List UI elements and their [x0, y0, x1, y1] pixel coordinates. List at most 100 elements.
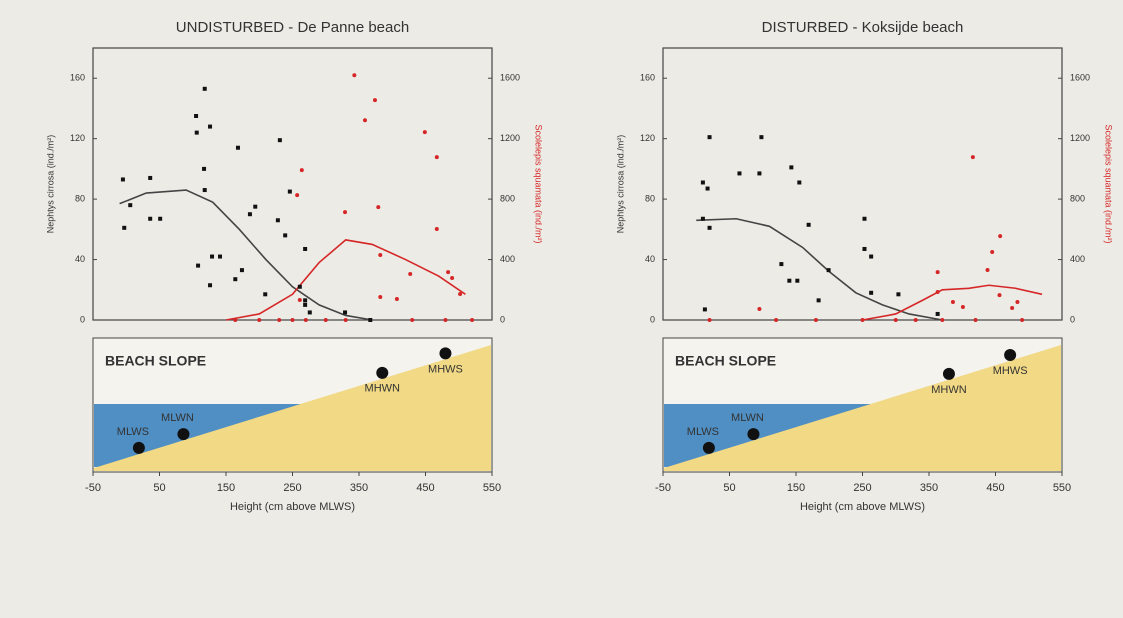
- point: [936, 270, 940, 274]
- x-tick-label: 250: [283, 482, 301, 494]
- point: [997, 293, 1001, 297]
- point: [759, 135, 763, 139]
- fit-curve: [120, 190, 373, 320]
- point: [298, 298, 302, 302]
- point: [344, 318, 348, 322]
- point: [122, 226, 126, 230]
- point: [737, 171, 741, 175]
- point: [158, 217, 162, 221]
- tide-point: [747, 428, 759, 440]
- point: [458, 292, 462, 296]
- point: [378, 295, 382, 299]
- y-tick-label: 40: [75, 254, 85, 264]
- point: [936, 290, 940, 294]
- point: [817, 298, 821, 302]
- point: [378, 253, 382, 257]
- point: [940, 318, 944, 322]
- x-tick-label: -50: [85, 482, 101, 494]
- point: [203, 87, 207, 91]
- point: [701, 180, 705, 184]
- plot-frame: [663, 48, 1062, 320]
- point: [196, 264, 200, 268]
- tide-label: MLWS: [687, 426, 719, 438]
- point: [263, 292, 267, 296]
- y2-tick-label: 1200: [1070, 133, 1090, 143]
- point: [395, 297, 399, 301]
- y2-tick-label: 1600: [500, 73, 520, 83]
- point: [121, 177, 125, 181]
- point: [352, 73, 356, 77]
- y-axis-label: Nephtys cirrosa (ind./m²): [45, 135, 55, 234]
- slope-label: BEACH SLOPE: [675, 353, 776, 369]
- point: [869, 291, 873, 295]
- tide-point: [943, 368, 955, 380]
- point: [277, 318, 281, 322]
- point: [195, 131, 199, 135]
- x-axis-label: Height (cm above MLWS): [800, 501, 925, 513]
- point: [990, 250, 994, 254]
- point: [376, 205, 380, 209]
- point: [1010, 306, 1014, 310]
- point: [295, 193, 299, 197]
- point: [343, 210, 347, 214]
- point: [1015, 300, 1019, 304]
- point: [1020, 318, 1024, 322]
- point: [986, 268, 990, 272]
- point: [789, 165, 793, 169]
- y-tick-label: 160: [640, 73, 655, 83]
- chart-title: UNDISTURBED - De Panne beach: [176, 19, 409, 36]
- y-axis-label: Nephtys cirrosa (ind./m²): [615, 135, 625, 234]
- point: [208, 125, 212, 129]
- point: [278, 138, 282, 142]
- point: [300, 168, 304, 172]
- point: [703, 307, 707, 311]
- point: [896, 292, 900, 296]
- tide-label: MHWS: [428, 363, 463, 375]
- point: [291, 318, 295, 322]
- x-tick-label: 150: [217, 482, 235, 494]
- point: [298, 285, 302, 289]
- point: [971, 155, 975, 159]
- x-tick-label: 450: [416, 482, 434, 494]
- point: [961, 305, 965, 309]
- point: [435, 227, 439, 231]
- x-tick-label: 550: [483, 482, 501, 494]
- fit-curve: [226, 240, 465, 320]
- y-tick-label: 120: [70, 133, 85, 143]
- point: [128, 203, 132, 207]
- tide-point: [439, 347, 451, 359]
- point: [373, 98, 377, 102]
- tide-point: [376, 367, 388, 379]
- point: [276, 218, 280, 222]
- point: [368, 318, 372, 322]
- y-tick-label: 0: [80, 314, 85, 324]
- point: [936, 312, 940, 316]
- x-tick-label: 450: [986, 482, 1004, 494]
- y-tick-label: 120: [640, 133, 655, 143]
- fit-curve: [696, 219, 942, 320]
- tide-label: MLWN: [161, 412, 194, 424]
- point: [240, 268, 244, 272]
- point: [303, 298, 307, 302]
- tide-point: [177, 428, 189, 440]
- point: [233, 318, 237, 322]
- point: [706, 187, 710, 191]
- y2-tick-label: 1600: [1070, 73, 1090, 83]
- point: [324, 318, 328, 322]
- point: [303, 303, 307, 307]
- point: [208, 283, 212, 287]
- point: [148, 217, 152, 221]
- y-tick-label: 80: [75, 193, 85, 203]
- point: [203, 188, 207, 192]
- point: [757, 307, 761, 311]
- y-tick-label: 0: [650, 314, 655, 324]
- point: [253, 205, 257, 209]
- point: [218, 255, 222, 259]
- y-tick-label: 40: [645, 254, 655, 264]
- point: [233, 277, 237, 281]
- point: [998, 234, 1002, 238]
- tide-label: MLWS: [117, 426, 149, 438]
- y-tick-label: 160: [70, 73, 85, 83]
- point: [807, 223, 811, 227]
- point: [194, 114, 198, 118]
